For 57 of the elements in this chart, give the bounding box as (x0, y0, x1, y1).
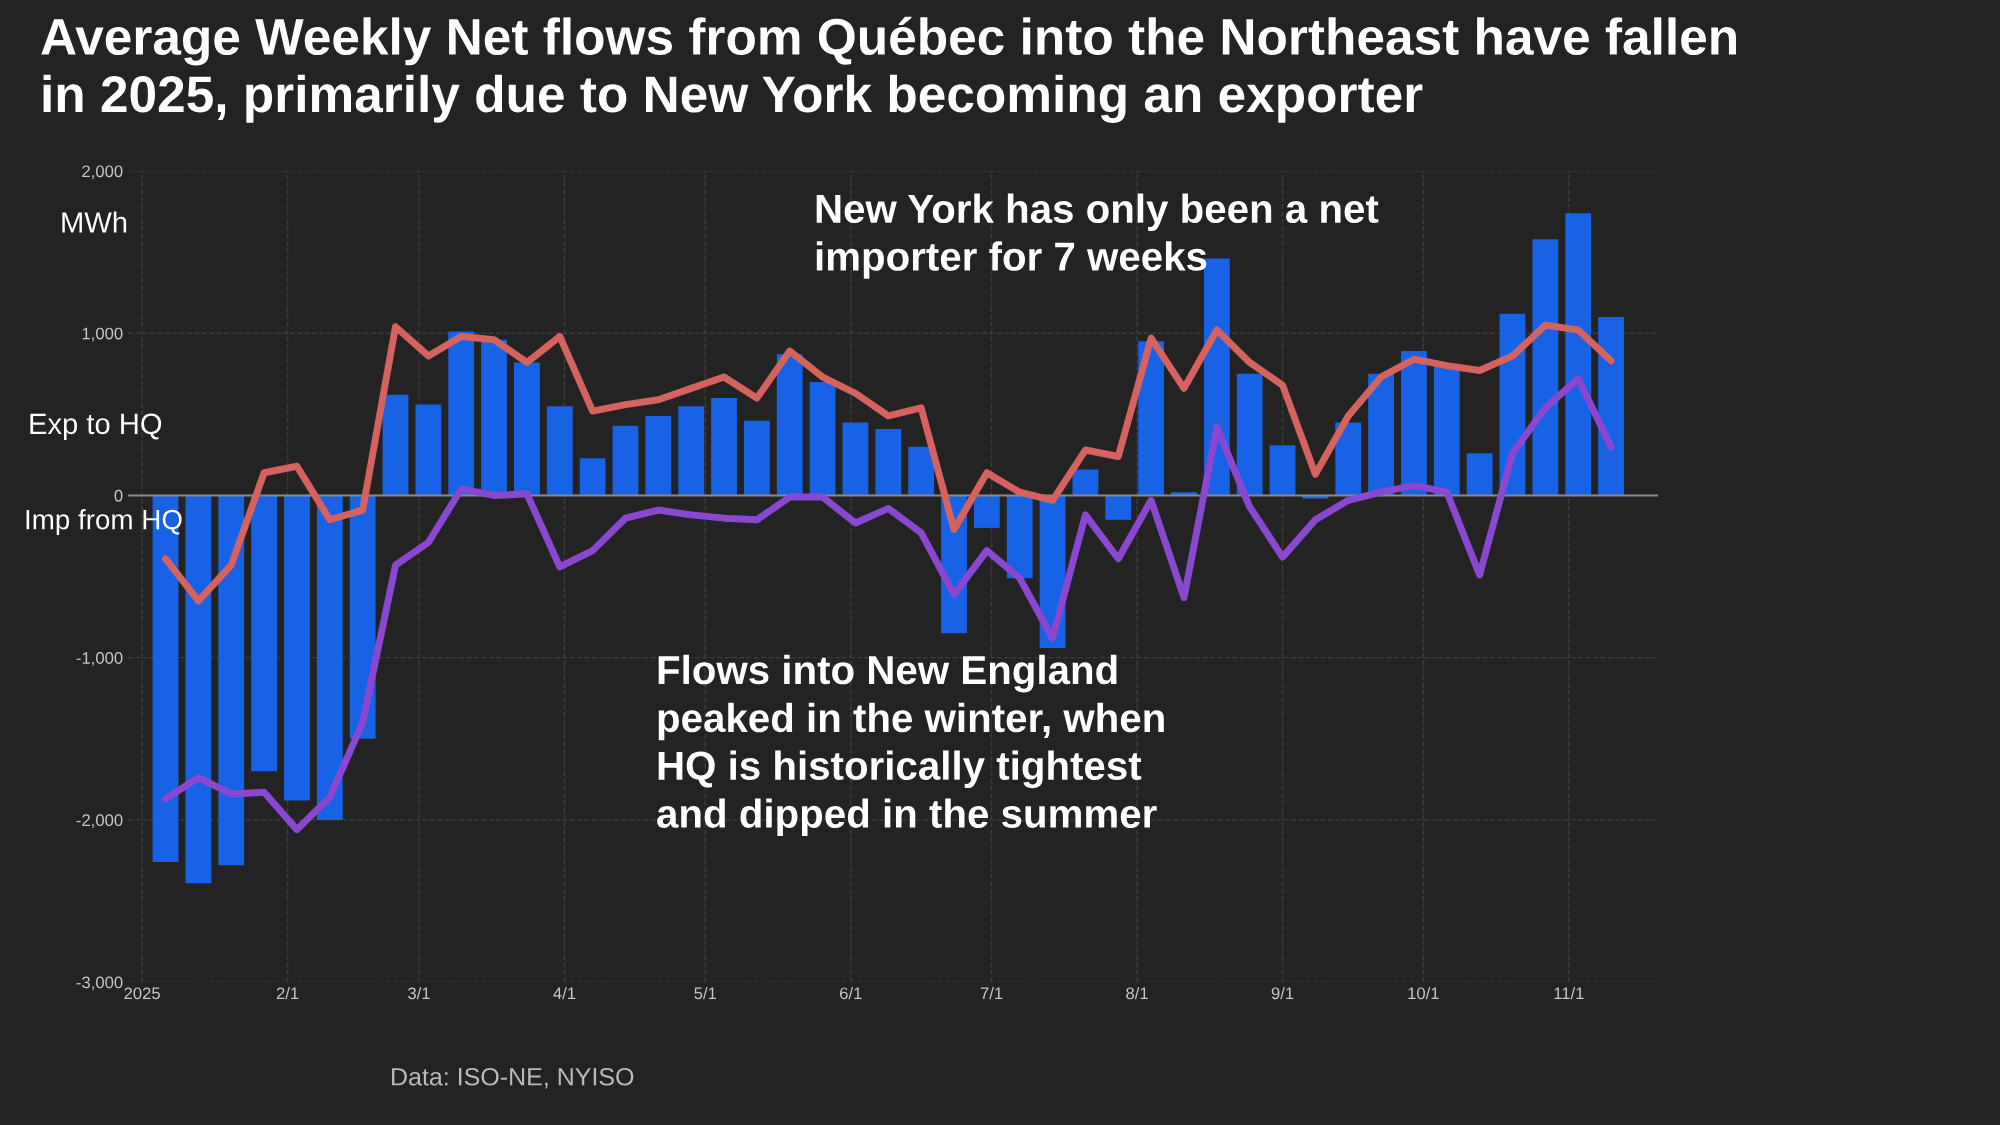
y-tick-label: -2,000 (76, 814, 123, 829)
bar (809, 381, 836, 496)
text: Data: ISO-NE, NYISO (392, 1067, 634, 1089)
y-tick-label: -1,000 (76, 652, 123, 666)
y-tick-label: -3,000 (76, 976, 123, 991)
bar (842, 422, 869, 496)
bar (185, 495, 212, 884)
x-tick-label: 5/1 (694, 986, 717, 1000)
y-axis-title: MWh (62, 211, 127, 233)
x-tick-label: 7/1 (980, 986, 1003, 1000)
chart-title: Average Weekly Net flows from Québec into the Northeast have fallen in 2025, primarily due to New York becoming an exporter (41, 16, 1736, 123)
x-tick-label: 4/1 (553, 986, 576, 1000)
y-tick-label: 0 (114, 489, 123, 502)
x-tick-label: 6/1 (840, 986, 862, 1000)
bar (612, 425, 639, 496)
bar (1335, 422, 1362, 496)
bar (1006, 495, 1033, 579)
x-tick-label: 11/1 (1554, 986, 1584, 1000)
bar (316, 495, 343, 820)
x-tick-label: 9/1 (1271, 986, 1294, 1000)
bar (875, 428, 902, 496)
bar (1105, 495, 1132, 520)
bar (415, 404, 442, 496)
bar (1598, 317, 1624, 496)
x-tick-label: 8/1 (1126, 986, 1148, 1000)
bar (711, 398, 737, 496)
bar (1565, 213, 1592, 496)
bar (514, 362, 540, 496)
bar (1466, 453, 1493, 496)
bar (1433, 365, 1460, 496)
x-tick-label: 2025 (124, 987, 160, 1000)
bar (973, 495, 1000, 528)
annotation: Exp to HQ (30, 413, 162, 440)
bar (382, 394, 409, 496)
annotation: New York has only been a net importer for 7 weeks (816, 193, 1379, 279)
bar (546, 406, 573, 496)
annotation: Flows into New England peaked in the winter, when HQ is historically tightest and dipped in the summer (657, 654, 1164, 836)
bar (645, 415, 672, 496)
bar (1401, 351, 1427, 496)
x-tick-label: 2/1 (276, 986, 299, 1000)
bar (908, 446, 935, 496)
bar (743, 420, 770, 496)
bar (1532, 239, 1559, 496)
x-tick-label: 3/1 (408, 986, 430, 1000)
x-tick-label: 10/1 (1408, 986, 1439, 1000)
bar (284, 495, 310, 801)
y-tick-label: 1,000 (82, 327, 123, 342)
bar (776, 354, 803, 496)
bar (678, 406, 705, 496)
bar (251, 495, 278, 772)
bar (448, 331, 475, 496)
bar (1236, 373, 1263, 496)
bar (218, 495, 245, 866)
bar (1269, 445, 1296, 496)
bar (1072, 469, 1099, 496)
bar (579, 458, 606, 496)
y-tick-label: 2,000 (82, 165, 123, 180)
